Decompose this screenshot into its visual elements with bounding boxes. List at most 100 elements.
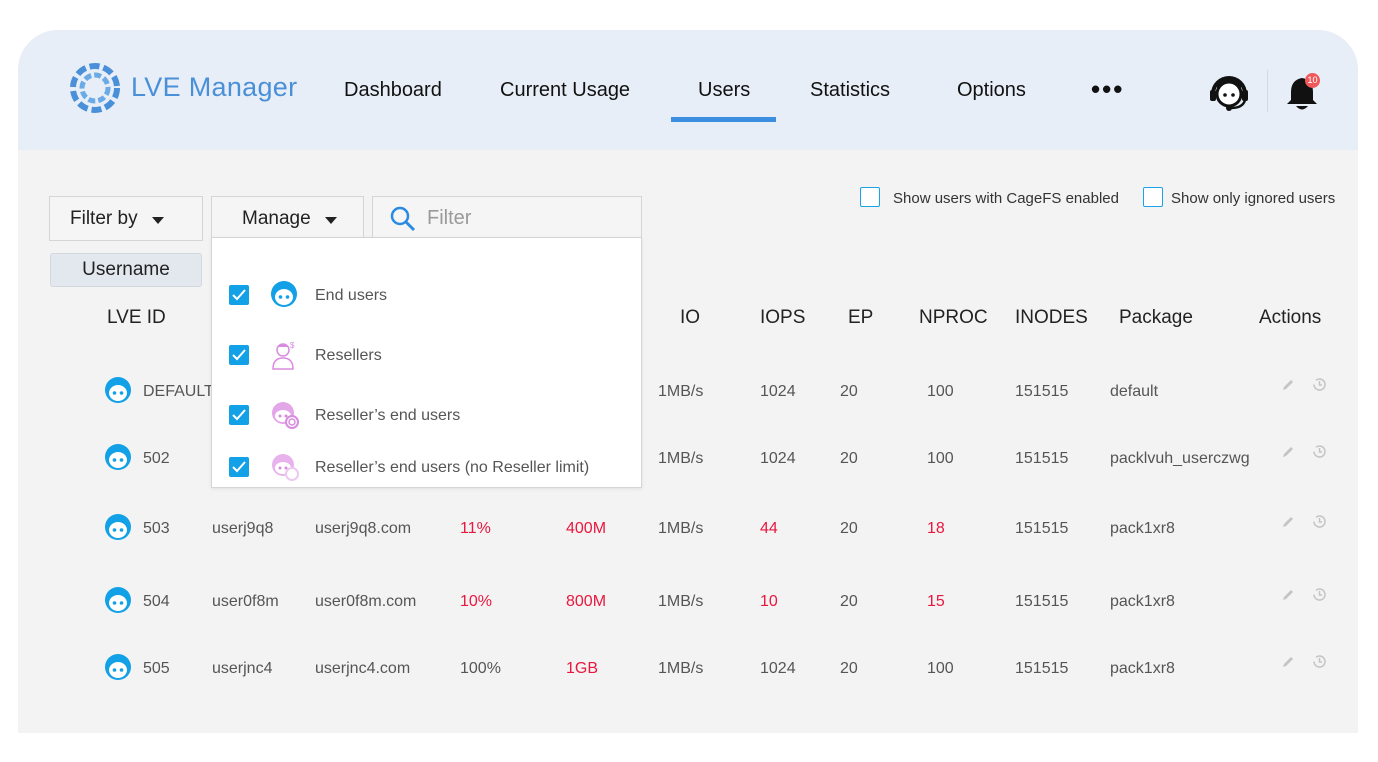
cell-io: 1MB/s — [658, 450, 704, 467]
cell-io: 1MB/s — [658, 520, 704, 537]
nav-options[interactable]: Options — [957, 79, 1026, 101]
checkmark-icon — [232, 461, 246, 473]
cell-nproc: 100 — [927, 383, 954, 400]
cell-domain: userj9q8.com — [315, 520, 412, 537]
cell-ep: 20 — [840, 450, 858, 467]
checkmark-icon — [232, 349, 246, 361]
manage-menu-item-label: Resellers — [315, 347, 382, 364]
menu-checkbox-checked[interactable] — [229, 405, 249, 425]
edit-pencil-icon[interactable] — [1281, 445, 1295, 459]
cell-ep: 20 — [840, 383, 858, 400]
nav-statistics[interactable]: Statistics — [810, 79, 891, 101]
end-user-icon — [104, 376, 132, 409]
column-header-io[interactable]: IO — [680, 307, 701, 328]
cell-io: 1MB/s — [658, 660, 704, 677]
cell-package: pack1xr8 — [1110, 593, 1175, 610]
cell-package: pack1xr8 — [1110, 520, 1175, 537]
more-menu-button[interactable]: ••• — [1091, 74, 1125, 104]
username-filter-tag[interactable]: Username — [50, 253, 202, 287]
cell-package: pack1xr8 — [1110, 660, 1175, 677]
cell-username: userj9q8 — [212, 520, 274, 537]
nav-dashboard[interactable]: Dashboard — [344, 79, 442, 101]
cell-lve-id: 505 — [143, 660, 170, 677]
cell-iops: 10 — [760, 593, 778, 610]
edit-pencil-icon[interactable] — [1281, 378, 1295, 392]
cell-username: user0f8m — [212, 593, 279, 610]
menu-checkbox-checked[interactable] — [229, 285, 249, 305]
filter-input[interactable]: Filter — [372, 196, 642, 241]
edit-pencil-icon[interactable] — [1281, 588, 1295, 602]
cell-cpu: 10% — [460, 593, 493, 610]
edit-pencil-icon[interactable] — [1281, 655, 1295, 669]
cell-ep: 20 — [840, 593, 858, 610]
cell-mem: 1GB — [566, 660, 599, 677]
filter-placeholder: Filter — [427, 207, 472, 229]
history-icon[interactable] — [1311, 443, 1328, 460]
ignored-users-label: Show only ignored users — [1171, 190, 1336, 207]
support-headset-icon[interactable] — [1207, 68, 1251, 114]
manage-dropdown[interactable]: Manage — [211, 196, 364, 241]
history-icon[interactable] — [1311, 376, 1328, 393]
cell-io: 1MB/s — [658, 593, 704, 610]
column-header-nproc[interactable]: NPROC — [919, 307, 988, 328]
ignored-users-checkbox[interactable] — [1143, 187, 1163, 207]
end-user-icon — [104, 586, 132, 619]
cell-lve-id: 502 — [143, 450, 170, 467]
cagefs-label: Show users with CageFS enabled — [893, 190, 1119, 207]
cagefs-checkbox[interactable] — [860, 187, 880, 207]
nav-current-usage[interactable]: Current Usage — [500, 79, 631, 101]
edit-pencil-icon[interactable] — [1281, 515, 1295, 529]
cell-io: 1MB/s — [658, 383, 704, 400]
filter-by-dropdown[interactable]: Filter by — [49, 196, 203, 241]
column-header-lve-id[interactable]: LVE ID — [107, 307, 166, 328]
header-divider — [1267, 70, 1268, 112]
cell-inodes: 151515 — [1015, 660, 1069, 677]
history-icon[interactable] — [1311, 653, 1328, 670]
cell-inodes: 151515 — [1015, 383, 1069, 400]
nav-users[interactable]: Users — [698, 79, 751, 101]
column-header-package[interactable]: Package — [1119, 307, 1193, 328]
column-header-actions[interactable]: Actions — [1259, 307, 1322, 328]
cell-lve-id: 503 — [143, 520, 170, 537]
checkmark-icon — [232, 289, 246, 301]
cell-nproc: 15 — [927, 593, 945, 610]
chevron-down-icon — [151, 217, 164, 224]
manage-menu-item-label: Reseller’s end users — [315, 407, 461, 424]
cell-iops: 44 — [760, 520, 778, 537]
cell-cpu: 11% — [460, 520, 491, 537]
cell-mem: 400M — [566, 520, 607, 537]
cell-nproc: 100 — [927, 450, 954, 467]
cell-username: userjnc4 — [212, 660, 273, 677]
cell-ep: 20 — [840, 520, 858, 537]
cell-domain: userjnc4.com — [315, 660, 411, 677]
cell-cpu: 100% — [460, 660, 501, 677]
end-user-icon — [104, 513, 132, 546]
cell-inodes: 151515 — [1015, 450, 1069, 467]
end-user-icon — [104, 653, 132, 686]
cell-domain: user0f8m.com — [315, 593, 417, 610]
cell-package: default — [1110, 383, 1159, 400]
svg-text:$: $ — [290, 341, 295, 350]
column-header-ep[interactable]: EP — [848, 307, 874, 328]
history-icon[interactable] — [1311, 586, 1328, 603]
menu-checkbox-checked[interactable] — [229, 345, 249, 365]
cell-package: packlvuh_userczwg — [1110, 450, 1250, 467]
history-icon[interactable] — [1311, 513, 1328, 530]
lve-manager-window: LVE Manager Dashboard Current Usage User… — [18, 30, 1358, 733]
filter-by-label: Filter by — [70, 207, 138, 229]
reseller-icon: $ — [270, 340, 298, 375]
top-nav-bar: LVE Manager Dashboard Current Usage User… — [18, 30, 1358, 150]
manage-menu-item-label: Reseller’s end users (no Reseller limit) — [315, 459, 590, 476]
end-user-icon — [270, 280, 298, 313]
lve-logo-icon — [70, 63, 120, 113]
app-title: LVE Manager — [131, 72, 298, 102]
column-header-inodes[interactable]: INODES — [1015, 307, 1088, 328]
column-header-iops[interactable]: IOPS — [760, 307, 806, 328]
cell-iops: 1024 — [760, 383, 796, 400]
active-tab-indicator — [671, 117, 776, 122]
search-icon — [390, 206, 416, 231]
cell-inodes: 151515 — [1015, 593, 1069, 610]
menu-checkbox-checked[interactable] — [229, 457, 249, 477]
cell-iops: 1024 — [760, 450, 796, 467]
manage-menu-item-label: End users — [315, 287, 388, 304]
